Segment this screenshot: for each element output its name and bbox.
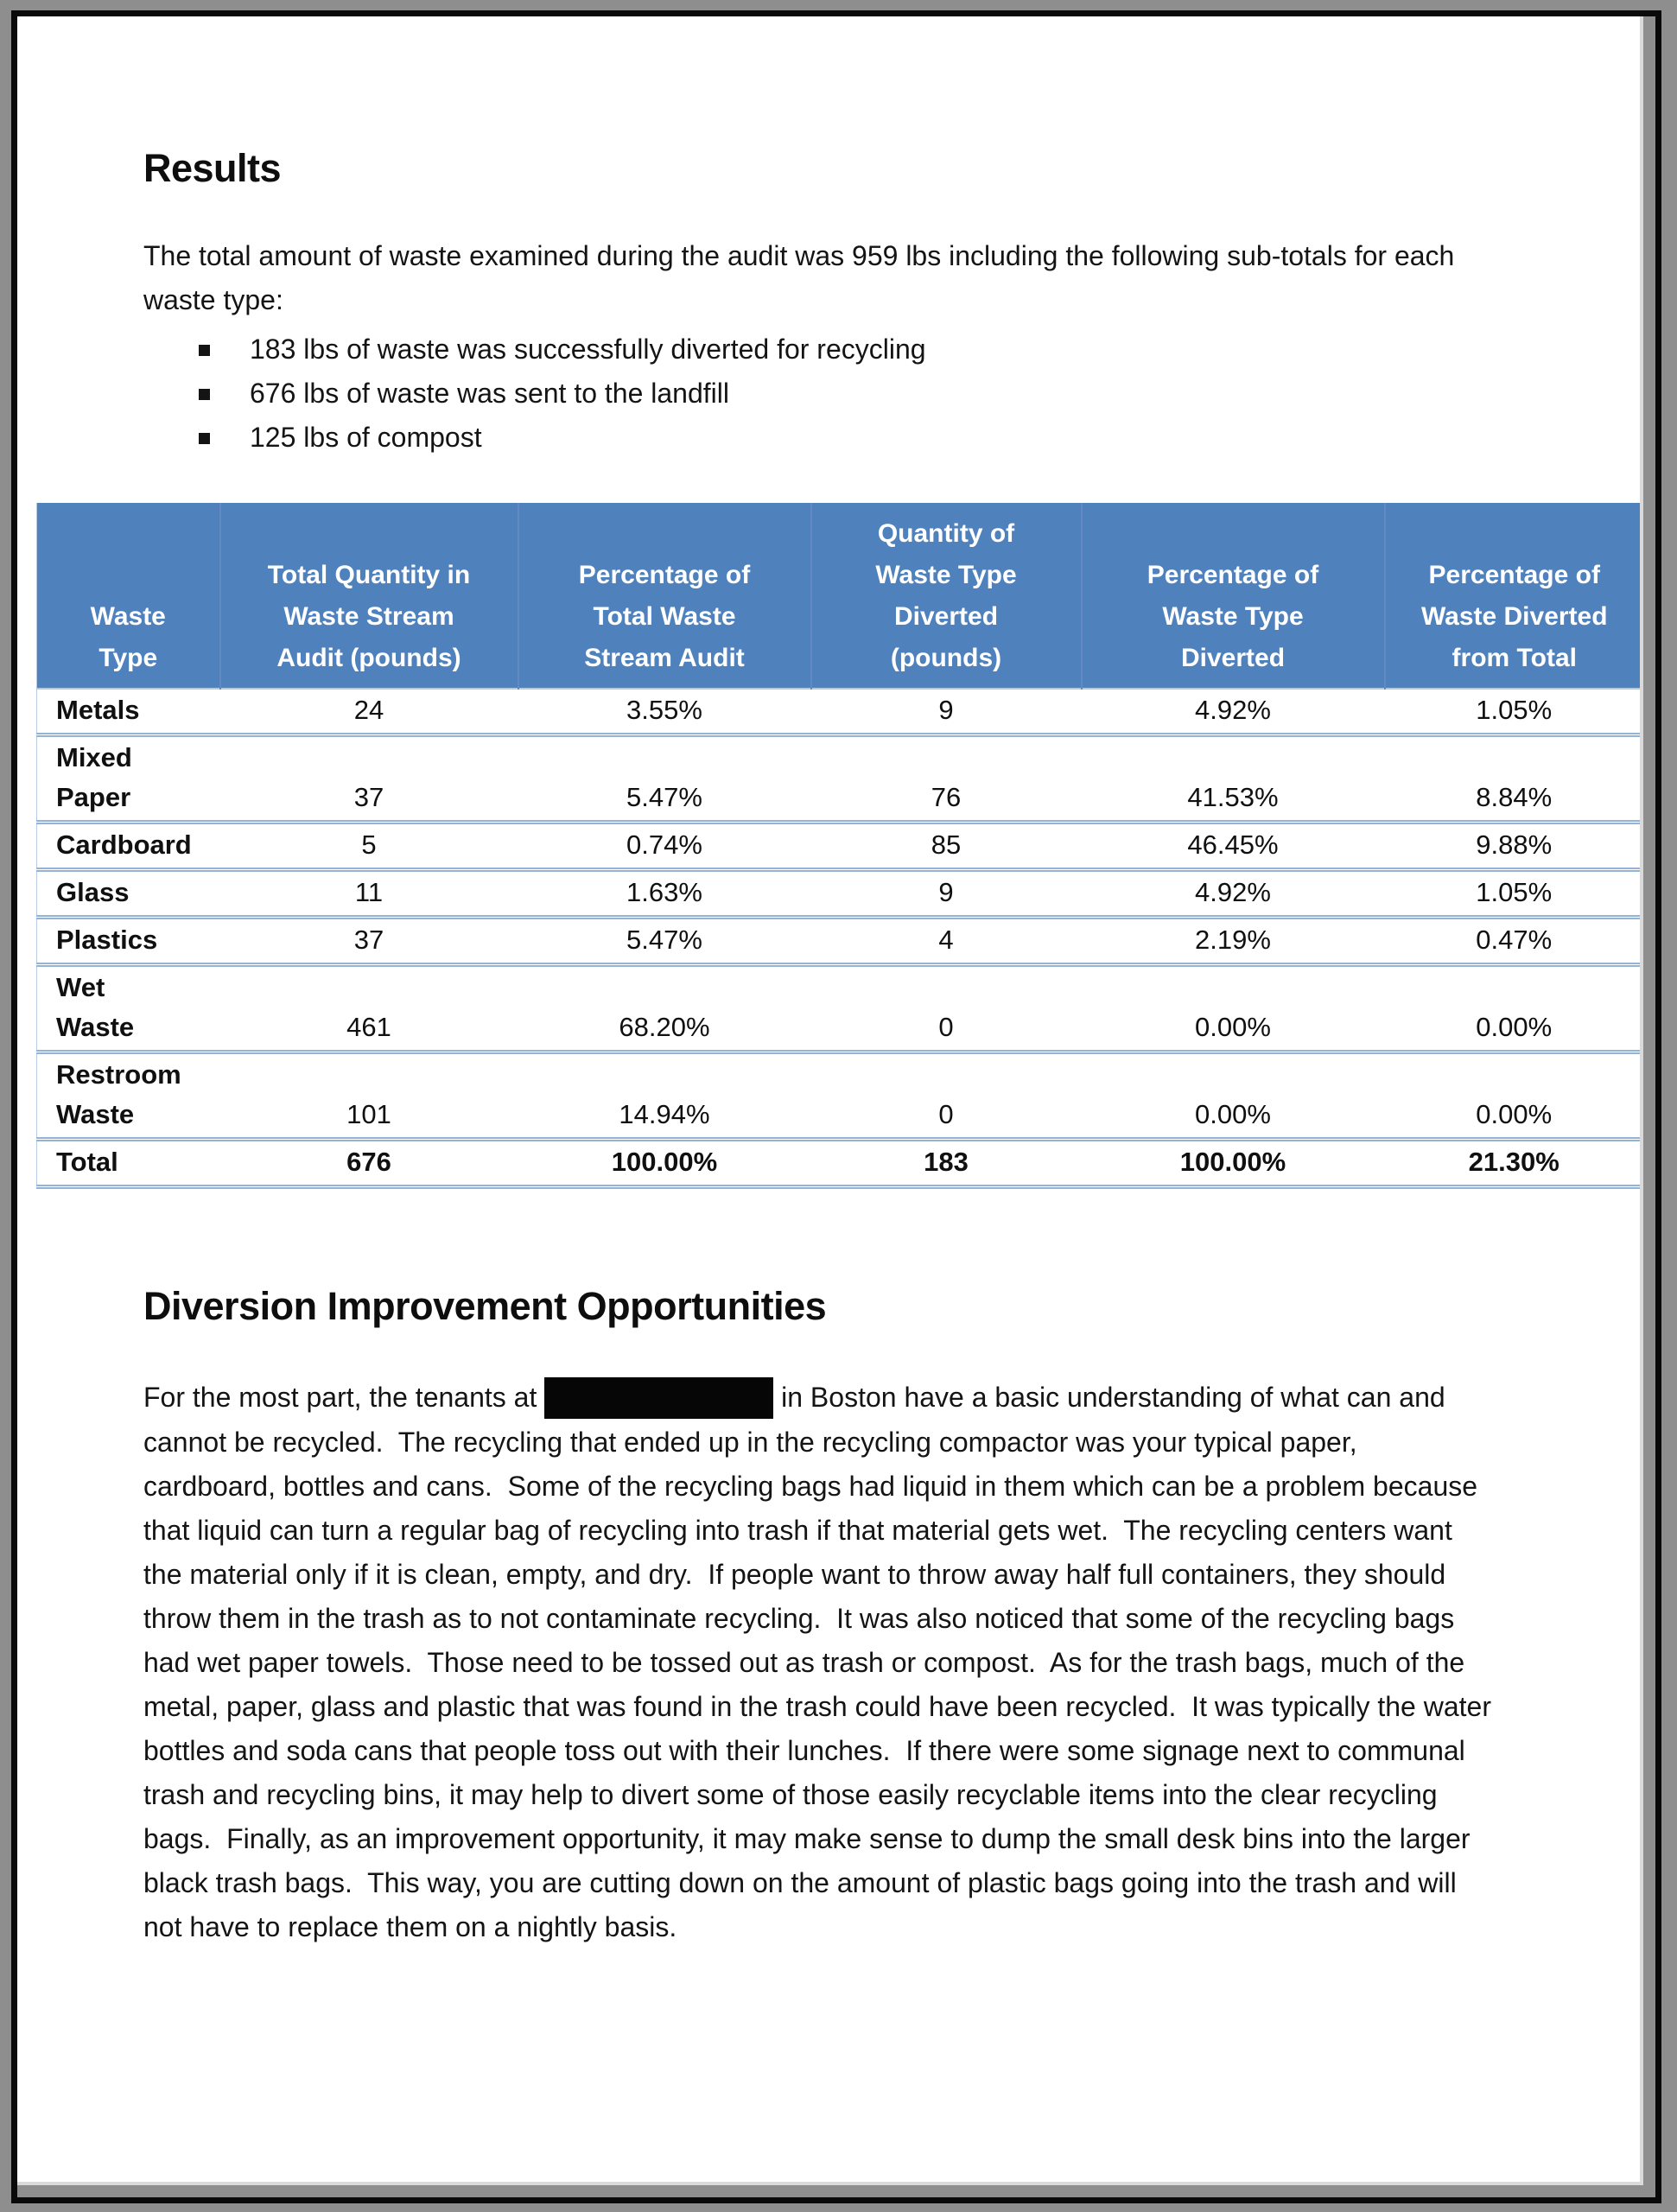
table-cell: Glass — [36, 868, 220, 918]
bullet-text: 183 lbs of waste was successfully divert… — [250, 334, 926, 365]
table-header-cell: Percentage of Waste Diverted from Total — [1383, 503, 1640, 689]
table-cell: 41.53% — [1081, 733, 1385, 823]
table-cell: 8.84% — [1384, 733, 1640, 823]
table-cell: 24 — [219, 688, 518, 735]
table-cell: 9 — [810, 688, 1082, 735]
table-cell: 46.45% — [1081, 820, 1385, 870]
table-header-cell: Percentage of Total Waste Stream Audit — [517, 503, 811, 689]
table-cell: Mixed Paper — [36, 733, 220, 823]
table-cell: 0.74% — [518, 820, 811, 870]
table-cell: 100.00% — [518, 1137, 811, 1187]
table-cell: 1.05% — [1384, 688, 1640, 735]
bullet-square-icon — [199, 433, 210, 444]
bullet-list: 183 lbs of waste was successfully divert… — [143, 327, 1640, 460]
table-header-row: Waste Type Total Quantity in Waste Stream… — [36, 503, 1640, 689]
bullet-item: 125 lbs of compost — [199, 416, 1640, 460]
table-cell: 1.63% — [518, 868, 811, 918]
paragraph-text-before-redaction: For the most part, the tenants at — [143, 1382, 545, 1413]
intro-paragraph: The total amount of waste examined durin… — [143, 240, 1463, 315]
table-cell: 0 — [810, 963, 1082, 1052]
table-header-cell: Waste Type — [36, 503, 220, 689]
table-row: Glass 11 1.63% 9 4.92% 1.05% — [36, 868, 1640, 918]
bullet-item: 183 lbs of waste was successfully divert… — [199, 327, 1640, 372]
page-border-frame: Results The total amount of waste examin… — [11, 10, 1661, 2203]
table-cell: 37 — [219, 915, 518, 965]
table-cell: 5 — [219, 820, 518, 870]
waste-audit-table-body: Metals 24 3.55% 9 4.92% 1.05% Mixed Paper 37 5.4… — [36, 688, 1640, 1187]
table-cell: 5.47% — [518, 915, 811, 965]
redacted-text-box — [544, 1376, 774, 1419]
document-page: Results The total amount of waste examin… — [17, 16, 1643, 2185]
table-cell: 2.19% — [1081, 915, 1385, 965]
table-cell: Total — [36, 1137, 220, 1187]
table-row: Mixed Paper 37 5.47% 76 41.53% 8.84% — [36, 733, 1640, 823]
table-cell: 0.00% — [1384, 963, 1640, 1052]
table-row: Metals 24 3.55% 9 4.92% 1.05% — [36, 688, 1640, 735]
table-cell: 0 — [810, 1050, 1082, 1140]
table-cell: 0.00% — [1081, 963, 1385, 1052]
table-cell: 183 — [810, 1137, 1082, 1187]
table-cell: 85 — [810, 820, 1082, 870]
waste-audit-table-header: Waste Type Total Quantity in Waste Stream… — [36, 503, 1640, 689]
table-cell: Restroom Waste — [36, 1050, 220, 1140]
table-cell: 76 — [810, 733, 1082, 823]
table-row: Cardboard 5 0.74% 85 46.45% 9.88% — [36, 820, 1640, 870]
table-cell: 21.30% — [1384, 1137, 1640, 1187]
table-cell: 4.92% — [1081, 868, 1385, 918]
table-cell: 9 — [810, 868, 1082, 918]
table-cell: 5.47% — [518, 733, 811, 823]
table-header-cell: Quantity of Waste Type Diverted (pounds) — [810, 503, 1082, 689]
table-cell: 1.05% — [1384, 868, 1640, 918]
table-header-cell: Percentage of Waste Type Diverted — [1080, 503, 1385, 689]
table-cell: Plastics — [36, 915, 220, 965]
table-cell: 37 — [219, 733, 518, 823]
table-row: Total 676 100.00% 183 100.00% 21.30% — [36, 1137, 1640, 1187]
paragraph-text-after-redaction: in Boston have a basic understanding of … — [143, 1382, 1499, 1942]
bullet-item: 676 lbs of waste was sent to the landfil… — [199, 372, 1640, 416]
opportunities-heading: Diversion Improvement Opportunities — [143, 1284, 827, 1328]
table-cell: 3.55% — [518, 688, 811, 735]
table-cell: 461 — [219, 963, 518, 1052]
waste-audit-table: Waste Type Total Quantity in Waste Stream… — [36, 503, 1640, 1189]
table-row: Restroom Waste 101 14.94% 0 0.00% 0.00% — [36, 1050, 1640, 1140]
table-cell: Wet Waste — [36, 963, 220, 1052]
table-cell: 101 — [219, 1050, 518, 1140]
table-cell: Metals — [36, 688, 220, 735]
table-cell: 9.88% — [1384, 820, 1640, 870]
table-row: Plastics 37 5.47% 4 2.19% 0.47% — [36, 915, 1640, 965]
table-cell: 11 — [219, 868, 518, 918]
table-cell: 0.00% — [1384, 1050, 1640, 1140]
table-cell: 14.94% — [518, 1050, 811, 1140]
results-heading: Results — [143, 146, 282, 190]
table-cell: 4 — [810, 915, 1082, 965]
table-header-cell: Total Quantity in Waste Stream Audit (po… — [219, 503, 518, 689]
bullet-square-icon — [199, 389, 210, 400]
table-cell: 100.00% — [1081, 1137, 1385, 1187]
table-cell: 0.00% — [1081, 1050, 1385, 1140]
page-content: Results The total amount of waste examin… — [17, 16, 1640, 1949]
table-cell: 0.47% — [1384, 915, 1640, 965]
opportunities-paragraph: For the most part, the tenants at in Bos… — [143, 1376, 1491, 1949]
bullet-square-icon — [199, 345, 210, 356]
table-cell: 676 — [219, 1137, 518, 1187]
bullet-text: 676 lbs of waste was sent to the landfil… — [250, 378, 729, 409]
table-cell: 68.20% — [518, 963, 811, 1052]
table-cell: 4.92% — [1081, 688, 1385, 735]
table-row: Wet Waste 461 68.20% 0 0.00% 0.00% — [36, 963, 1640, 1052]
table-cell: Cardboard — [36, 820, 220, 870]
bullet-text: 125 lbs of compost — [250, 422, 482, 453]
